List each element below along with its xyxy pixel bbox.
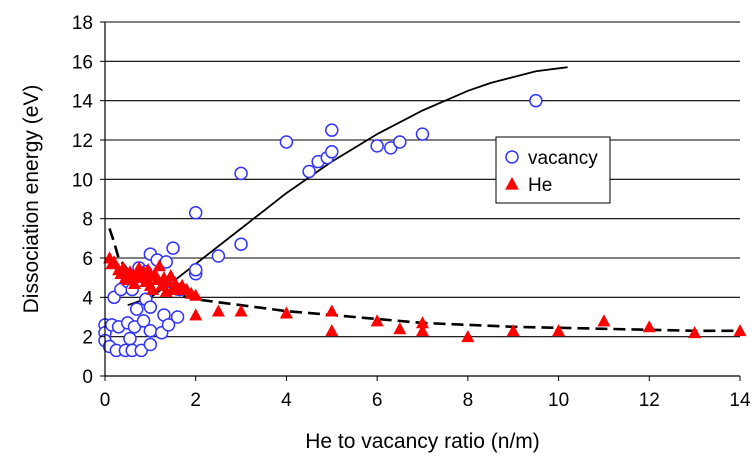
x-tick-label: 14	[729, 390, 751, 411]
he-point	[325, 304, 339, 317]
x-tick-label: 2	[190, 390, 201, 411]
he-point	[370, 314, 384, 327]
he-point	[127, 276, 141, 289]
vacancy-point	[188, 263, 203, 277]
y-tick-label: 0	[82, 367, 93, 388]
y-tick-label: 4	[82, 288, 93, 309]
vacancy-point	[161, 318, 176, 332]
y-tick-label: 8	[82, 210, 93, 231]
vacancy-point	[529, 93, 543, 108]
vacancy-point	[130, 302, 144, 316]
y-tick-label: 10	[72, 170, 93, 191]
vacancy-point	[211, 249, 226, 263]
vacancy-point	[370, 139, 384, 153]
he-point	[279, 306, 293, 319]
vacancy-point	[325, 123, 339, 137]
x-tick-label: 4	[281, 390, 292, 411]
x-tick-label: 12	[639, 390, 660, 411]
vacancy-point	[234, 166, 248, 181]
legend: vacancy He	[495, 136, 611, 204]
vacancy-point	[123, 331, 137, 346]
x-tick-label: 0	[100, 390, 111, 411]
y-tick-label: 16	[72, 52, 93, 73]
legend-vacancy-label: vacancy	[528, 148, 598, 169]
vacancy-point	[143, 337, 158, 352]
he-point	[116, 261, 130, 274]
vacancy-point	[136, 314, 151, 328]
vacancy-point	[188, 206, 203, 220]
he-point	[461, 330, 475, 343]
legend-he-label: He	[528, 175, 552, 196]
he-point	[393, 322, 407, 335]
he-point	[164, 269, 178, 282]
he-point	[211, 304, 225, 317]
vacancy-fit-curve-solid	[127, 66, 568, 307]
he-point	[597, 314, 611, 327]
legend-vacancy-marker	[505, 150, 519, 164]
he-point	[506, 324, 520, 337]
he-point	[325, 324, 339, 337]
x-tick-label: 10	[548, 390, 569, 411]
he-point	[733, 324, 747, 337]
y-tick-label: 12	[72, 131, 93, 152]
vacancy-point	[170, 310, 185, 324]
he-point	[189, 288, 203, 301]
vacancy-point	[415, 127, 430, 141]
legend-box	[495, 136, 611, 204]
vacancy-point	[302, 164, 316, 179]
vacancy-point	[325, 145, 339, 159]
he-point	[189, 308, 203, 321]
vacancy-point	[143, 300, 158, 314]
he-point	[107, 255, 121, 268]
fit-curves-layer	[108, 66, 740, 333]
vacancy-point	[393, 135, 407, 149]
axes-layer: 0 2 4 6 8 10 12 14 16 18 0 2 4 6 8 10 12 14	[72, 13, 751, 411]
grid-layer	[105, 21, 740, 338]
he-point	[146, 282, 160, 295]
he-point	[642, 320, 656, 333]
he-point	[152, 259, 166, 272]
data-points-layer	[98, 93, 747, 358]
he-fit-curve-dashed	[108, 228, 740, 333]
he-point	[688, 326, 702, 339]
vacancy-point	[143, 324, 158, 338]
vacancy-point	[166, 241, 180, 255]
y-tick-label: 18	[72, 13, 93, 34]
y-tick-label: 14	[72, 92, 94, 113]
vacancy-point	[279, 135, 294, 149]
x-tick-label: 6	[372, 390, 383, 411]
y-tick-label: 6	[82, 249, 93, 270]
y-axis-title: Dissociation energy (eV)	[20, 85, 43, 314]
y-tick-label: 2	[82, 328, 93, 349]
he-point	[234, 304, 248, 317]
he-point	[415, 324, 430, 337]
he-point	[552, 324, 566, 337]
x-axis-title: He to vacancy ratio (n/m)	[305, 430, 540, 453]
vacancy-point	[234, 237, 248, 251]
x-tick-label: 8	[463, 390, 474, 411]
legend-he-marker	[505, 176, 519, 190]
